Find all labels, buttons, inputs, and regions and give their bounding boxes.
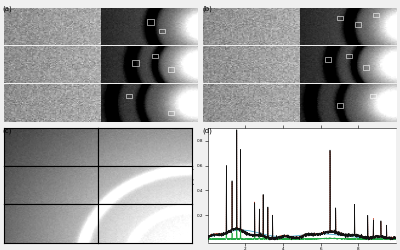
Bar (246, 19, 252, 24)
Bar (19, 27, 25, 32)
Bar (324, 58, 330, 62)
Bar (346, 54, 352, 59)
Bar (252, 67, 258, 71)
Bar (26, 51, 32, 56)
Y-axis label: Intensity (a.u.): Intensity (a.u.) (190, 168, 196, 203)
Bar (370, 94, 376, 98)
Text: (a): (a) (2, 5, 12, 12)
Bar (29, 34, 35, 39)
Bar (354, 22, 360, 27)
Text: (c): (c) (2, 128, 11, 134)
Bar (336, 16, 342, 20)
Bar (152, 54, 158, 59)
Bar (11, 13, 17, 18)
Bar (11, 21, 17, 26)
Text: (d): (d) (202, 128, 212, 134)
Bar (336, 103, 342, 108)
Text: (b): (b) (202, 5, 212, 12)
Bar (168, 67, 174, 71)
Bar (222, 56, 228, 60)
Bar (264, 14, 270, 19)
Bar (168, 111, 174, 116)
Bar (132, 60, 139, 66)
Bar (41, 63, 47, 68)
Bar (159, 29, 165, 34)
Bar (363, 65, 369, 70)
Bar (372, 13, 378, 18)
Bar (126, 94, 132, 98)
Bar (213, 16, 219, 20)
Bar (147, 19, 154, 25)
Bar (228, 13, 234, 18)
